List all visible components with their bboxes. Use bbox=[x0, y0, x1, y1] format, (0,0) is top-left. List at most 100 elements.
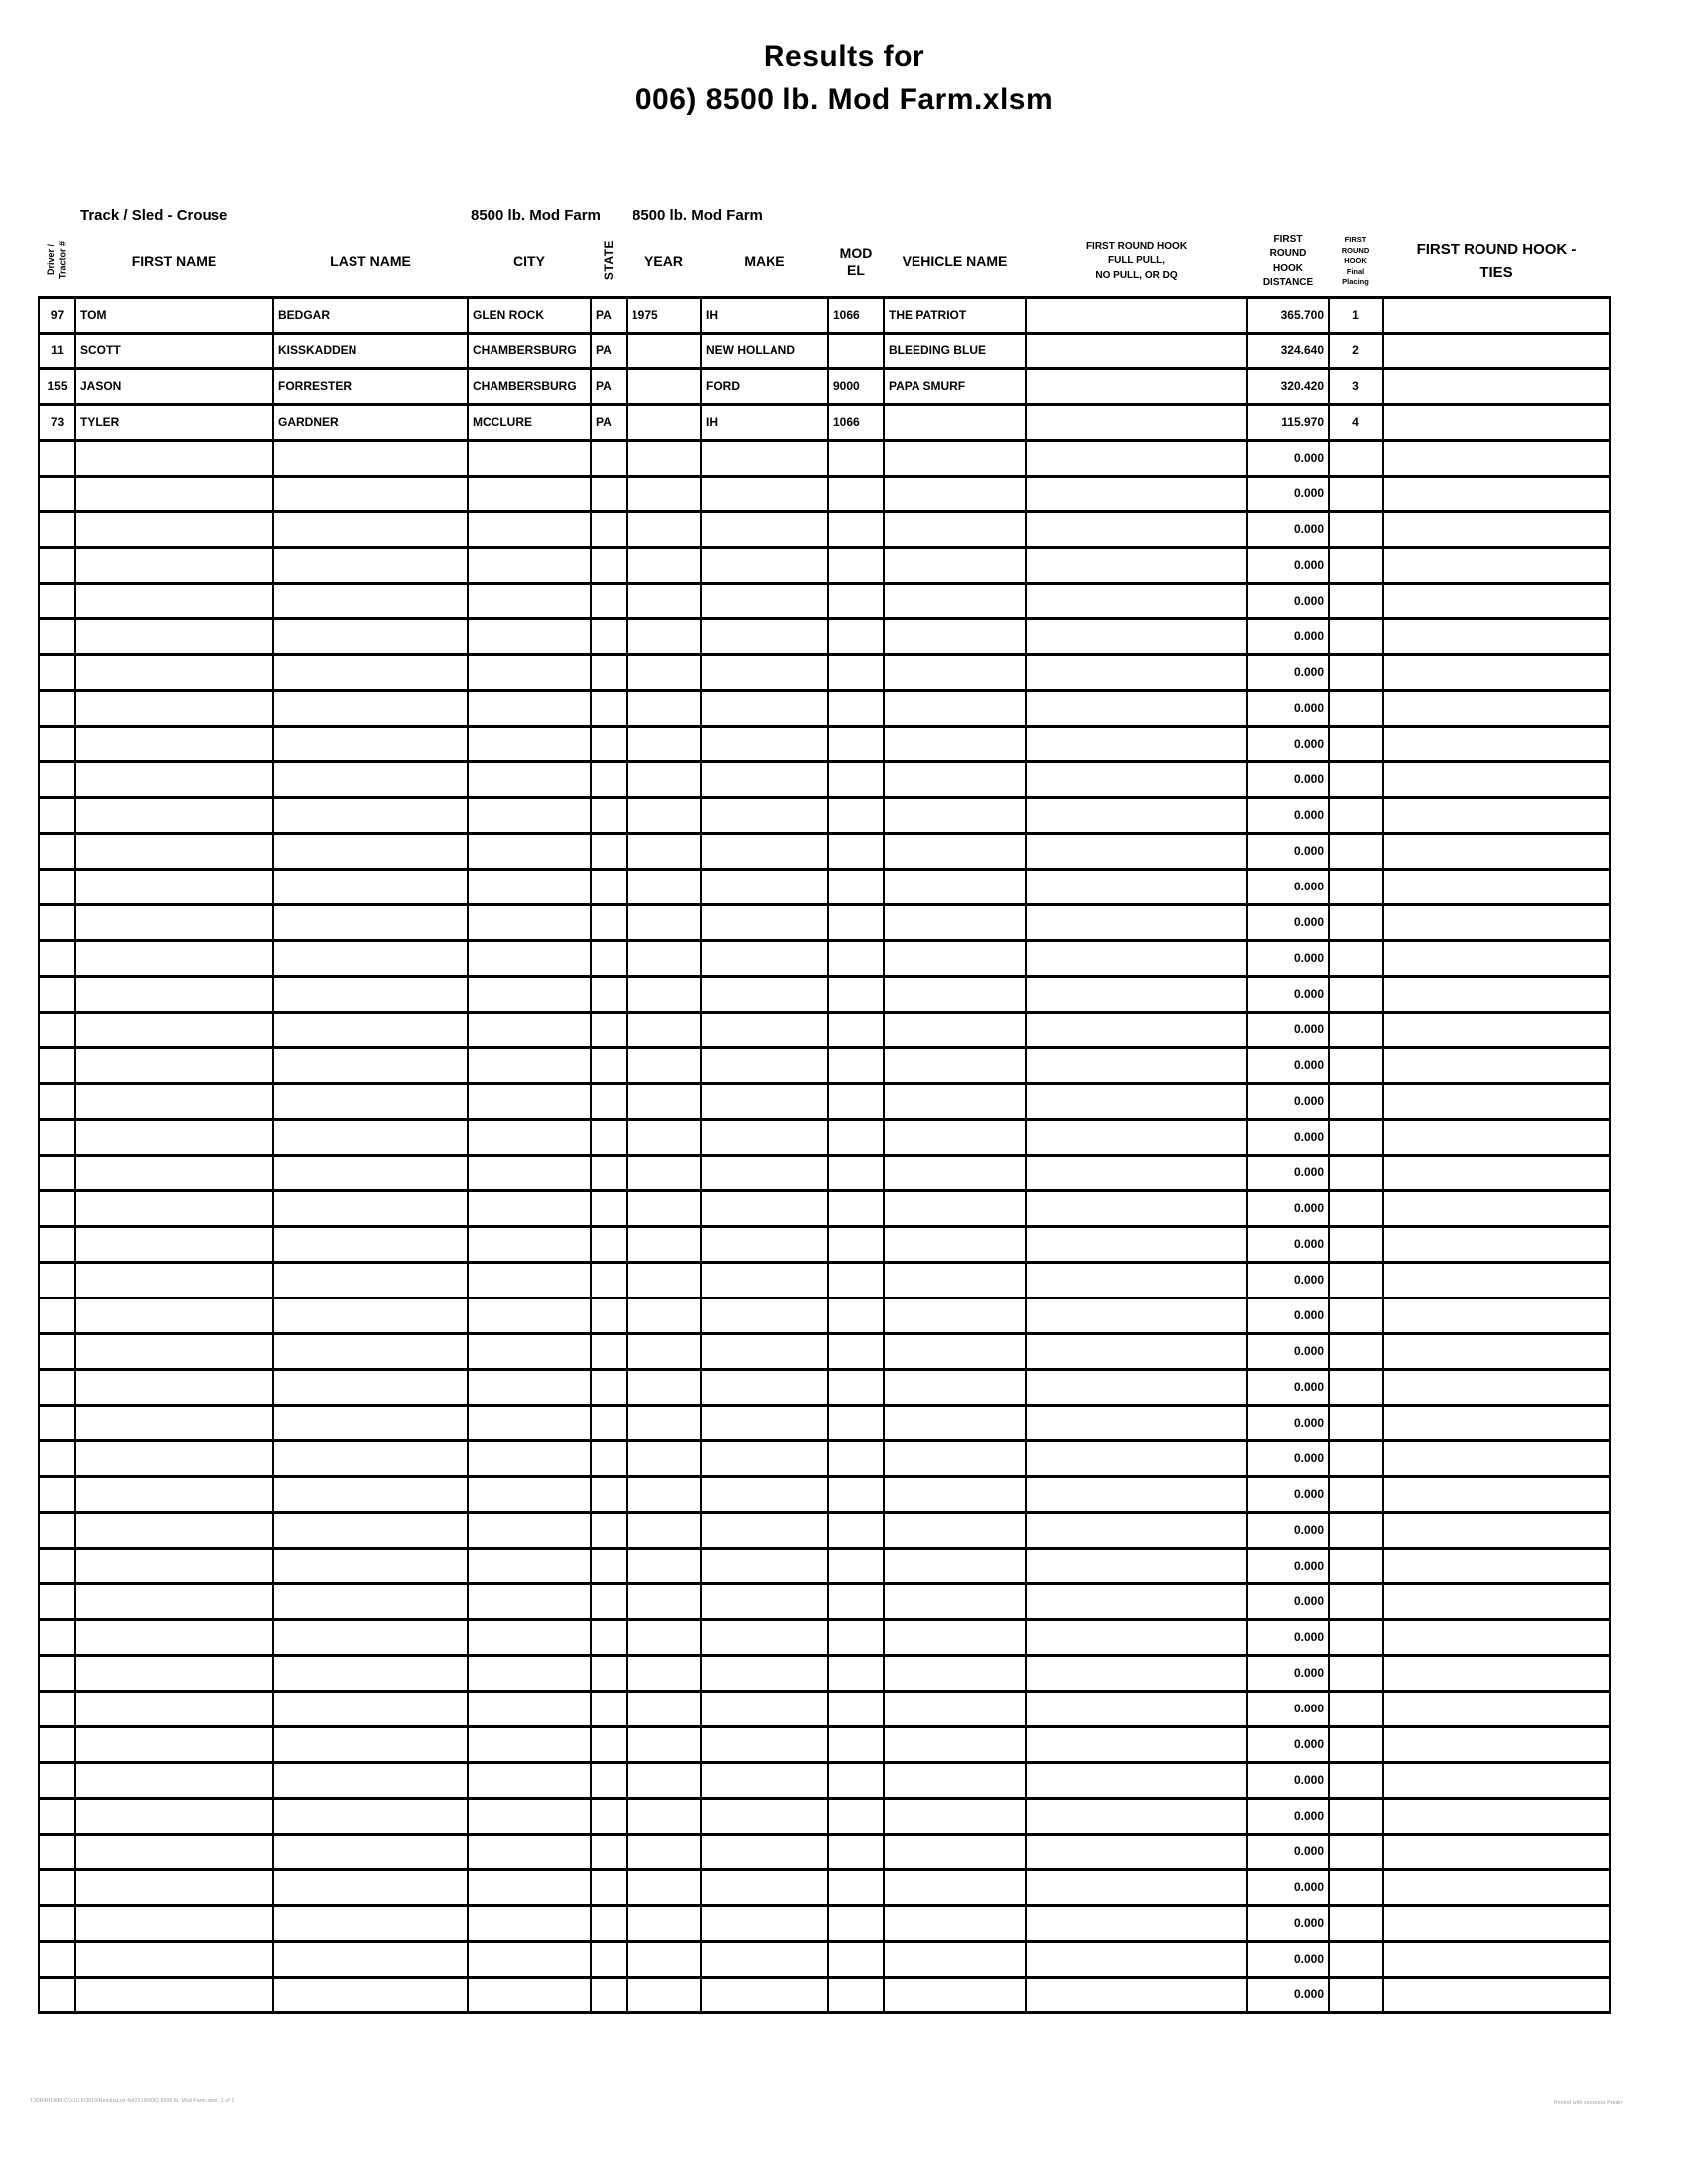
cell-state bbox=[590, 832, 628, 871]
cell-ties bbox=[1382, 1725, 1611, 1764]
cell-last-name bbox=[272, 1654, 469, 1693]
cell-vehicle-name bbox=[883, 1082, 1027, 1121]
cell-placing bbox=[1328, 1404, 1384, 1442]
cell-vehicle-name bbox=[883, 868, 1027, 906]
cell-placing bbox=[1328, 1011, 1384, 1049]
cell-last-name bbox=[272, 1368, 469, 1407]
cell-year bbox=[626, 1475, 702, 1514]
cell-last-name bbox=[272, 1761, 469, 1800]
cell-state bbox=[590, 1404, 628, 1442]
cell-first-name bbox=[74, 1225, 274, 1264]
cell-vehicle-name: PAPA SMURF bbox=[883, 367, 1027, 406]
cell-make bbox=[700, 1618, 829, 1657]
cell-vehicle-name bbox=[883, 1797, 1027, 1836]
cell-last-name bbox=[272, 1618, 469, 1657]
empty-table-row: 0.000 bbox=[38, 1904, 1611, 1943]
cell-state bbox=[590, 689, 628, 728]
cell-model bbox=[827, 1511, 885, 1550]
cell-distance: 0.000 bbox=[1246, 1439, 1330, 1478]
cell-placing bbox=[1328, 1976, 1384, 2014]
cell-full-pull-result bbox=[1025, 1225, 1248, 1264]
cell-distance: 0.000 bbox=[1246, 689, 1330, 728]
cell-year bbox=[626, 1189, 702, 1228]
cell-full-pull-result bbox=[1025, 832, 1248, 871]
cell-city bbox=[467, 1761, 592, 1800]
cell-full-pull-result bbox=[1025, 1904, 1248, 1943]
cell-driver-number bbox=[38, 439, 76, 478]
cell-driver-number bbox=[38, 1404, 76, 1442]
cell-last-name bbox=[272, 1297, 469, 1335]
cell-model: 9000 bbox=[827, 367, 885, 406]
empty-table-row: 0.000 bbox=[38, 1439, 1611, 1478]
cell-placing bbox=[1328, 1439, 1384, 1478]
cell-distance: 0.000 bbox=[1246, 1118, 1330, 1157]
cell-full-pull-result bbox=[1025, 1082, 1248, 1121]
cell-make bbox=[700, 1475, 829, 1514]
cell-first-name bbox=[74, 868, 274, 906]
cell-ties bbox=[1382, 510, 1611, 549]
cell-city bbox=[467, 1511, 592, 1550]
cell-make bbox=[700, 1690, 829, 1728]
cell-last-name bbox=[272, 1189, 469, 1228]
track-sled-label: Track / Sled - Crouse bbox=[80, 207, 228, 224]
empty-table-row: 0.000 bbox=[38, 1082, 1611, 1121]
cell-driver-number bbox=[38, 617, 76, 656]
cell-vehicle-name bbox=[883, 1046, 1027, 1085]
cell-full-pull-result bbox=[1025, 725, 1248, 763]
cell-full-pull-result bbox=[1025, 546, 1248, 585]
cell-year bbox=[626, 1011, 702, 1049]
cell-placing bbox=[1328, 1725, 1384, 1764]
empty-table-row: 0.000 bbox=[38, 1690, 1611, 1728]
cell-ties bbox=[1382, 475, 1611, 513]
footer-right: Printed with xxxxxxxx Printer bbox=[1554, 2100, 1623, 2106]
cell-first-name bbox=[74, 689, 274, 728]
cell-first-name bbox=[74, 1046, 274, 1085]
cell-last-name bbox=[272, 1868, 469, 1907]
cell-make bbox=[700, 1154, 829, 1192]
cell-state bbox=[590, 1082, 628, 1121]
cell-first-name bbox=[74, 1582, 274, 1621]
cell-last-name bbox=[272, 1439, 469, 1478]
cell-placing bbox=[1328, 653, 1384, 692]
cell-ties bbox=[1382, 1654, 1611, 1693]
cell-placing bbox=[1328, 1332, 1384, 1371]
cell-state bbox=[590, 1011, 628, 1049]
cell-ties bbox=[1382, 1332, 1611, 1371]
cell-last-name bbox=[272, 546, 469, 585]
cell-city bbox=[467, 1654, 592, 1693]
cell-first-name bbox=[74, 1797, 274, 1836]
table-row: 97 TOM BEDGAR GLEN ROCK PA 1975 IH 1066 THE PATR… bbox=[38, 296, 1611, 335]
cell-vehicle-name bbox=[883, 1976, 1027, 2014]
cell-ties bbox=[1382, 1011, 1611, 1049]
cell-full-pull-result bbox=[1025, 1368, 1248, 1407]
empty-table-row: 0.000 bbox=[38, 617, 1611, 656]
cell-ties bbox=[1382, 832, 1611, 871]
cell-distance: 0.000 bbox=[1246, 1582, 1330, 1621]
cell-placing bbox=[1328, 617, 1384, 656]
cell-distance: 0.000 bbox=[1246, 475, 1330, 513]
cell-city bbox=[467, 1475, 592, 1514]
cell-model bbox=[827, 1690, 885, 1728]
cell-first-name bbox=[74, 1940, 274, 1979]
cell-full-pull-result bbox=[1025, 1189, 1248, 1228]
cell-ties bbox=[1382, 1690, 1611, 1728]
cell-last-name bbox=[272, 1833, 469, 1871]
cell-ties bbox=[1382, 1118, 1611, 1157]
cell-vehicle-name bbox=[883, 1618, 1027, 1657]
cell-placing bbox=[1328, 1297, 1384, 1335]
cell-driver-number bbox=[38, 868, 76, 906]
cell-distance: 0.000 bbox=[1246, 1154, 1330, 1192]
cell-city bbox=[467, 439, 592, 478]
cell-last-name bbox=[272, 1797, 469, 1836]
cell-placing bbox=[1328, 1046, 1384, 1085]
cell-state bbox=[590, 1868, 628, 1907]
cell-vehicle-name: THE PATRIOT bbox=[883, 296, 1027, 335]
cell-model bbox=[827, 1189, 885, 1228]
cell-model bbox=[827, 332, 885, 370]
cell-model bbox=[827, 1547, 885, 1585]
cell-ties bbox=[1382, 653, 1611, 692]
cell-placing bbox=[1328, 1261, 1384, 1299]
cell-last-name bbox=[272, 1511, 469, 1550]
cell-make: FORD bbox=[700, 367, 829, 406]
cell-last-name bbox=[272, 1475, 469, 1514]
